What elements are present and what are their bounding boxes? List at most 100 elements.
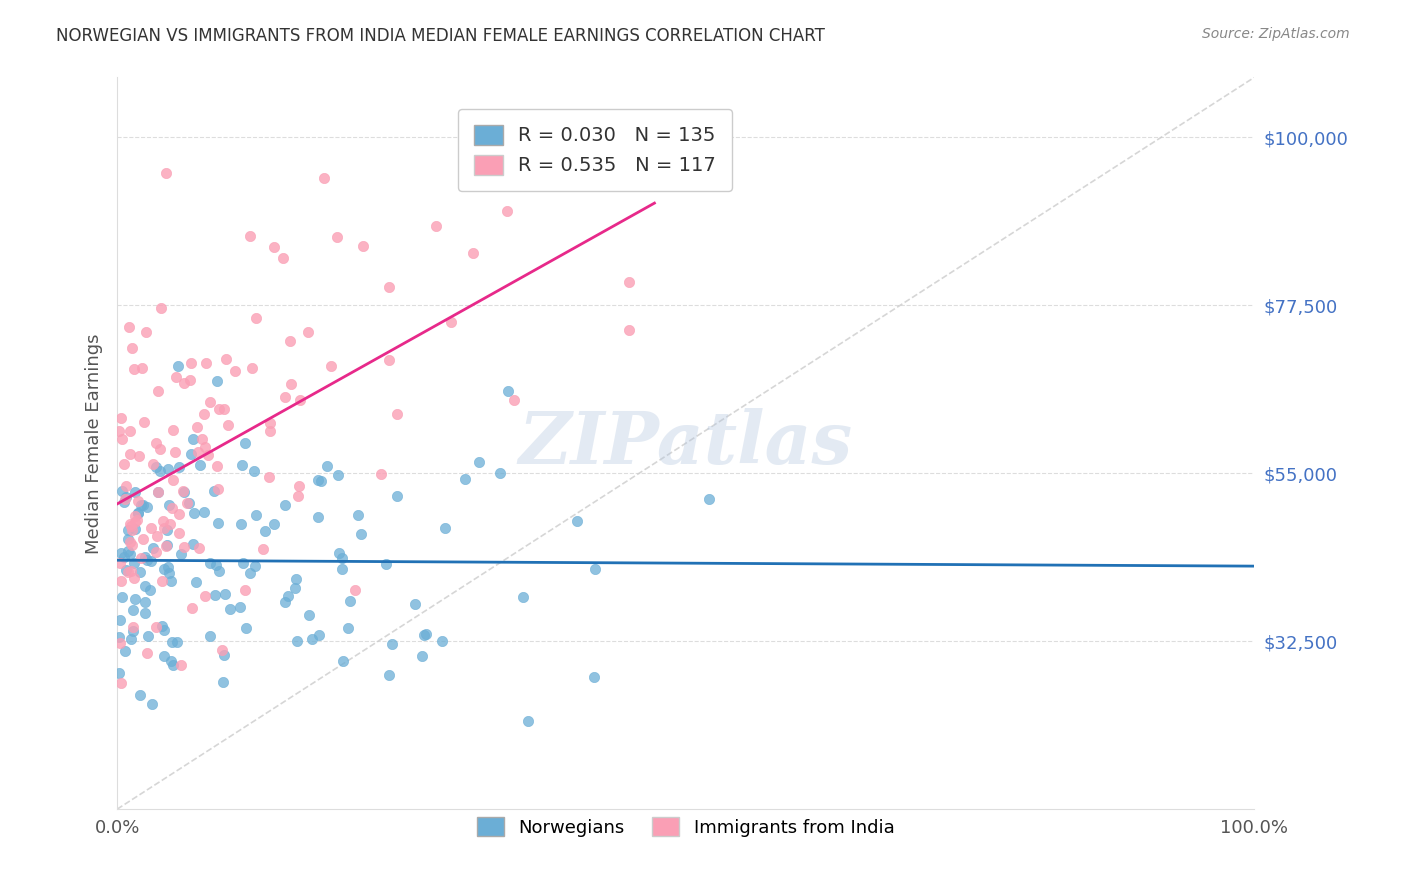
Point (173, 485, 195, 500)
Point (245, 508, 267, 522)
Point (565, 514, 588, 528)
Point (308, 473, 330, 487)
Point (211, 643, 233, 657)
Point (212, 402, 235, 417)
Point (188, 458, 211, 473)
Point (156, 524, 179, 538)
Point (142, 541, 165, 555)
Point (172, 484, 194, 499)
Point (124, 592, 146, 607)
Point (118, 534, 141, 549)
Point (284, 573, 307, 587)
Point (167, 508, 190, 522)
Point (288, 479, 311, 493)
Point (124, 515, 146, 529)
Point (381, 637, 404, 651)
Point (149, 301, 172, 315)
Point (430, 634, 453, 648)
Point (330, 550, 353, 565)
Point (377, 668, 399, 682)
Point (145, 545, 167, 559)
Point (128, 449, 150, 463)
Point (108, 630, 131, 644)
Point (233, 582, 256, 597)
Point (495, 204, 517, 219)
Point (415, 627, 437, 641)
Point (160, 635, 183, 649)
Point (271, 251, 294, 265)
Point (263, 240, 285, 254)
Point (207, 516, 229, 531)
Point (309, 474, 332, 488)
Point (617, 275, 640, 289)
Point (110, 574, 132, 588)
Point (179, 496, 201, 510)
Point (163, 445, 186, 459)
Point (245, 310, 267, 325)
Point (186, 575, 208, 590)
Point (124, 362, 146, 376)
Point (134, 607, 156, 621)
Point (181, 536, 204, 550)
Point (114, 492, 136, 507)
Point (617, 323, 640, 337)
Point (111, 432, 134, 446)
Point (239, 566, 262, 580)
Point (152, 514, 174, 528)
Point (117, 544, 139, 558)
Point (134, 579, 156, 593)
Point (146, 485, 169, 500)
Point (118, 547, 141, 561)
Point (280, 376, 302, 391)
Point (117, 566, 139, 580)
Point (352, 239, 374, 253)
Point (108, 665, 131, 680)
Point (336, 621, 359, 635)
Point (207, 401, 229, 416)
Point (153, 649, 176, 664)
Point (378, 353, 401, 368)
Point (114, 479, 136, 493)
Point (139, 582, 162, 597)
Point (239, 228, 262, 243)
Point (312, 170, 335, 185)
Point (149, 442, 172, 456)
Point (108, 613, 131, 627)
Point (307, 510, 329, 524)
Point (117, 532, 139, 546)
Point (110, 484, 132, 499)
Point (387, 407, 409, 421)
Point (232, 556, 254, 570)
Point (120, 632, 142, 646)
Point (231, 517, 253, 532)
Point (332, 562, 354, 576)
Point (350, 527, 373, 541)
Point (181, 432, 204, 446)
Point (149, 465, 172, 479)
Point (224, 364, 246, 378)
Point (157, 498, 180, 512)
Point (121, 624, 143, 638)
Point (273, 498, 295, 512)
Point (176, 496, 198, 510)
Point (173, 540, 195, 554)
Point (212, 675, 235, 690)
Point (200, 629, 222, 643)
Point (197, 448, 219, 462)
Point (697, 492, 720, 507)
Point (136, 552, 159, 566)
Point (413, 627, 436, 641)
Point (112, 458, 135, 472)
Point (108, 636, 131, 650)
Point (134, 550, 156, 565)
Point (129, 689, 152, 703)
Point (582, 670, 605, 684)
Point (200, 395, 222, 409)
Point (194, 589, 217, 603)
Point (332, 654, 354, 668)
Point (370, 467, 392, 481)
Point (110, 676, 132, 690)
Y-axis label: Median Female Earnings: Median Female Earnings (86, 333, 103, 554)
Point (145, 620, 167, 634)
Point (160, 654, 183, 668)
